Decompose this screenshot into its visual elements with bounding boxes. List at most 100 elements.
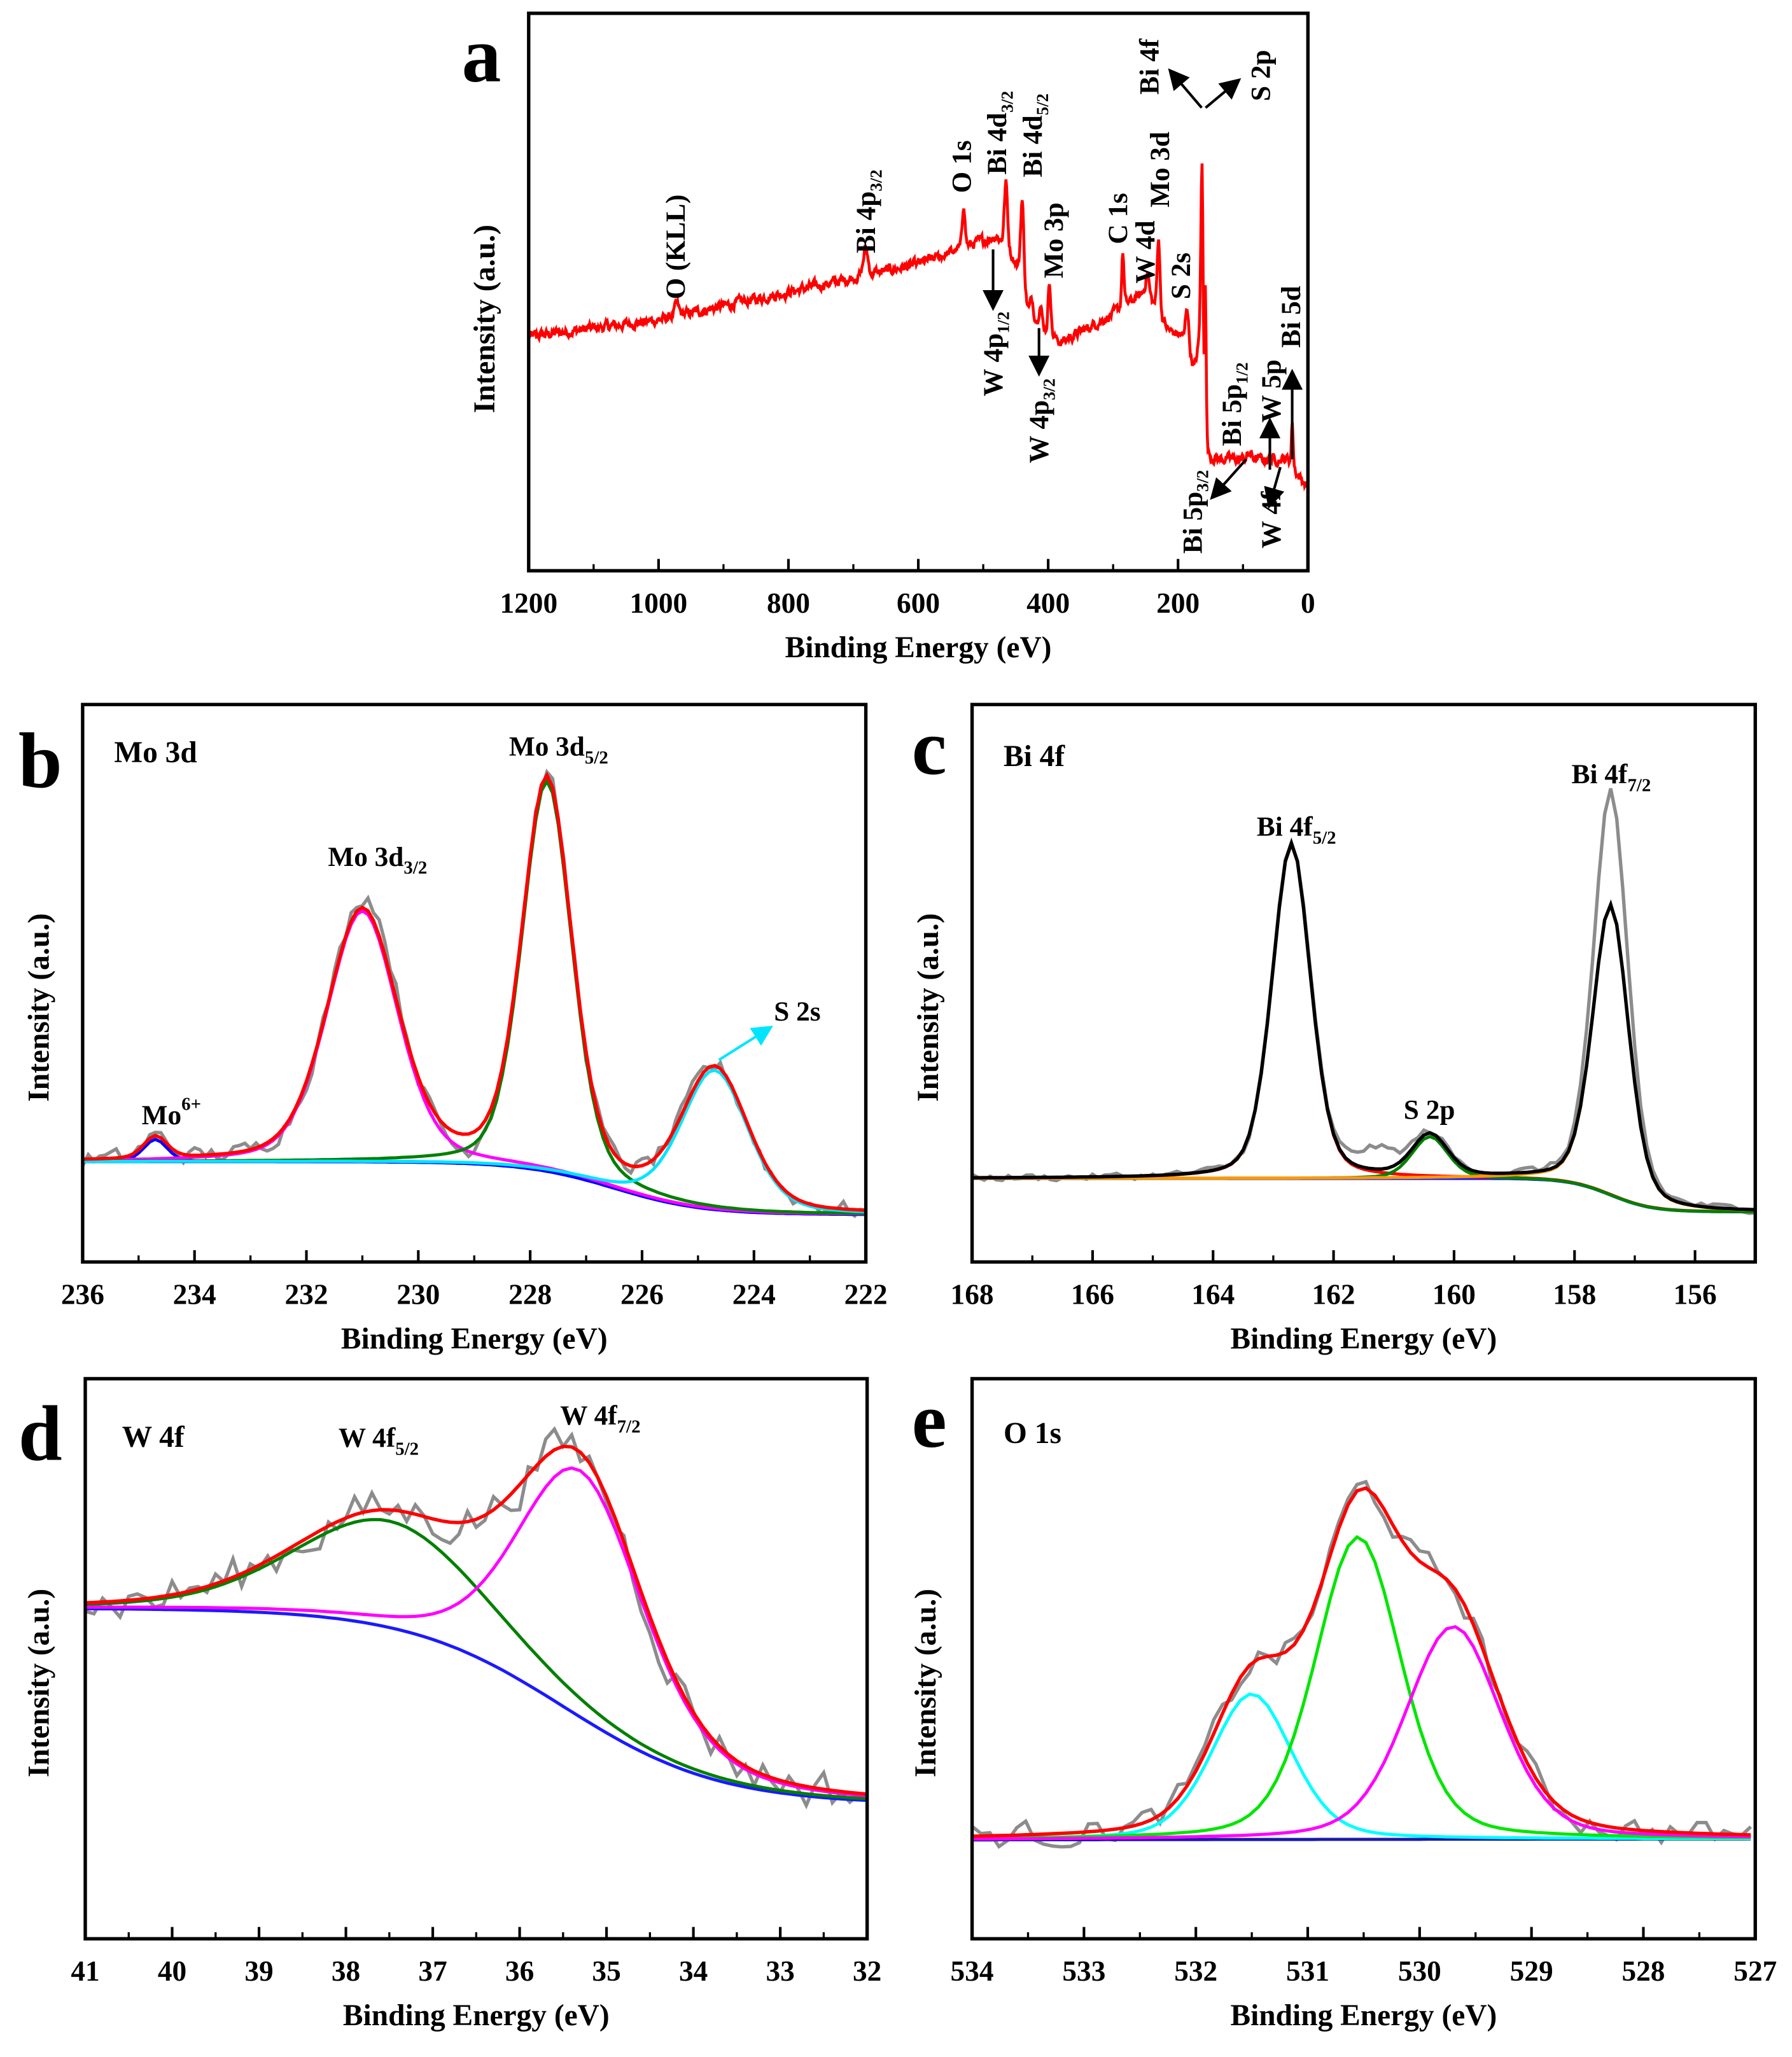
- x-tick-label: 37: [418, 1955, 447, 1987]
- annotation-arrow: [1168, 68, 1203, 109]
- fit-component-line-1: [85, 1517, 867, 1801]
- plot-frame: [970, 702, 1757, 1264]
- raw-data-line: [972, 788, 1756, 1215]
- x-tick-label: 39: [244, 1955, 273, 1987]
- peak-annotation: Bi 5p3/2: [1177, 470, 1212, 554]
- x-axis-title: Binding Energy (eV): [1231, 1323, 1497, 1356]
- panel-letter: b: [18, 717, 62, 804]
- peak-annotation: O (KLL): [661, 195, 691, 300]
- x-tick-label: 200: [1156, 587, 1200, 619]
- x-tick-label: 36: [505, 1955, 534, 1987]
- raw-data-line: [972, 1479, 1753, 1850]
- panel-title: W 4f: [122, 1421, 185, 1454]
- plot-area: [82, 768, 866, 1218]
- x-axis-title: Binding Energy (eV): [343, 1999, 610, 2032]
- survey-spectrum-line: [528, 163, 1308, 492]
- x-axis-title: Binding Energy (eV): [785, 631, 1052, 664]
- x-tick-label: 530: [1398, 1955, 1441, 1987]
- peak-annotation: S 2p: [1246, 50, 1277, 101]
- annotation-subscript: 3/2: [1039, 379, 1058, 400]
- x-tick-label: 1200: [500, 587, 557, 619]
- annotation-subscript: 1/2: [993, 312, 1012, 333]
- peak-annotation: W 4f5/2: [339, 1423, 419, 1459]
- fit-component-line-2: [972, 1134, 1756, 1213]
- panel-title: Bi 4f: [1004, 740, 1065, 773]
- peak-annotation: W 4p1/2: [978, 312, 1012, 396]
- peak-annotation: Mo 3d: [1145, 132, 1175, 207]
- peak-annotation: S 2s: [774, 996, 820, 1027]
- fit-envelope-line: [82, 771, 866, 1212]
- x-tick-label: 230: [396, 1278, 440, 1310]
- x-tick-label: 226: [620, 1278, 664, 1310]
- annotation-superscript: 6+: [181, 1094, 201, 1114]
- x-tick-label: 234: [173, 1278, 216, 1310]
- panel-letter: d: [18, 1390, 62, 1477]
- x-tick-label: 160: [1432, 1278, 1476, 1310]
- x-tick-label: 0: [1301, 587, 1315, 619]
- x-tick-label: 800: [767, 587, 810, 619]
- x-tick-label: 162: [1312, 1278, 1355, 1310]
- y-axis-title: Intensity (a.u.): [22, 913, 55, 1101]
- peak-annotation: Bi 4f5/2: [1257, 811, 1336, 847]
- x-tick-label: 158: [1553, 1278, 1596, 1310]
- fit-envelope-line: [972, 837, 1756, 1211]
- fit-component-line-2: [85, 1466, 867, 1797]
- x-tick-label: 528: [1621, 1955, 1665, 1987]
- annotation-subscript: 5/2: [395, 1439, 419, 1459]
- x-tick-label: 164: [1191, 1278, 1235, 1310]
- panel-letter: e: [912, 1377, 947, 1464]
- y-axis-title: Intensity (a.u.): [912, 913, 945, 1101]
- y-axis-title: Intensity (a.u.): [468, 225, 501, 413]
- x-tick-label: 527: [1733, 1955, 1777, 1987]
- background-line: [972, 1176, 1756, 1213]
- x-tick-label: 33: [766, 1955, 794, 1987]
- peak-annotation: Mo 3d5/2: [509, 732, 608, 768]
- panel-letter: c: [912, 704, 947, 791]
- peak-annotation: Mo 3p: [1039, 202, 1069, 278]
- fit-component-line-1: [972, 839, 1756, 1213]
- x-tick-label: 222: [844, 1278, 888, 1310]
- fit-envelope-line: [972, 1486, 1751, 1838]
- annotation-subscript: 3/2: [997, 91, 1016, 113]
- plot-area: [972, 788, 1756, 1215]
- x-tick-label: 32: [853, 1955, 881, 1987]
- annotation-arrow: [1264, 466, 1285, 509]
- panel-c: 168 166 164 162 160 158 156 Binding Energy (eV)…: [912, 702, 1757, 1356]
- x-tick-label: 35: [592, 1955, 620, 1987]
- fit-envelope-line: [85, 1444, 867, 1796]
- raw-data-line: [82, 768, 866, 1218]
- annotation-subscript: 3/2: [866, 169, 885, 191]
- y-axis-title: Intensity (a.u.): [22, 1589, 55, 1777]
- x-tick-label: 228: [508, 1278, 552, 1310]
- panel-d: 41 40 39 38 37 36 35 34 33 32 Binding Energy (eV) I…: [18, 1377, 881, 2032]
- peak-annotation: Mo 3d3/2: [328, 842, 427, 878]
- background-line: [82, 1160, 866, 1217]
- peak-annotation: Bi 5p1/2: [1217, 363, 1251, 447]
- peak-annotation: Mo6+: [142, 1094, 201, 1131]
- x-tick-label: 533: [1062, 1955, 1105, 1987]
- x-tick-label: 156: [1674, 1278, 1717, 1310]
- plot-frame: [970, 1377, 1757, 1941]
- fit-component-line-3: [972, 1625, 1751, 1841]
- annotation-subscript: 5/2: [1033, 94, 1052, 115]
- annotation-subscript: 5/2: [585, 748, 608, 768]
- x-tick-label: 1000: [630, 587, 688, 619]
- peak-annotation: Bi 4d5/2: [1018, 94, 1052, 178]
- y-axis-title: Intensity (a.u.): [909, 1589, 942, 1777]
- annotation-arrow: [1210, 458, 1247, 500]
- fit-component-line-4: [82, 1068, 866, 1213]
- annotation-subscript: 3/2: [1193, 470, 1212, 492]
- x-tick-label: 38: [332, 1955, 360, 1987]
- annotation-subscript: 7/2: [1627, 775, 1651, 795]
- annotation-subscript: 1/2: [1232, 363, 1251, 384]
- peak-annotation: Bi 4f: [1134, 38, 1165, 94]
- panel-b: 236 234 232 230 228 226 224 222 Binding Energy (…: [18, 702, 888, 1356]
- panel-title: Mo 3d: [114, 736, 197, 769]
- annotation-arrow: [1205, 78, 1242, 109]
- fit-component-line-2: [82, 909, 866, 1216]
- panel-e: 534 533 532 531 530 529 528 527 Binding Energy (…: [909, 1377, 1777, 2032]
- x-axis-title: Binding Energy (eV): [1231, 1999, 1497, 2032]
- plot-frame: [81, 702, 868, 1264]
- annotation-arrow: [718, 1026, 774, 1061]
